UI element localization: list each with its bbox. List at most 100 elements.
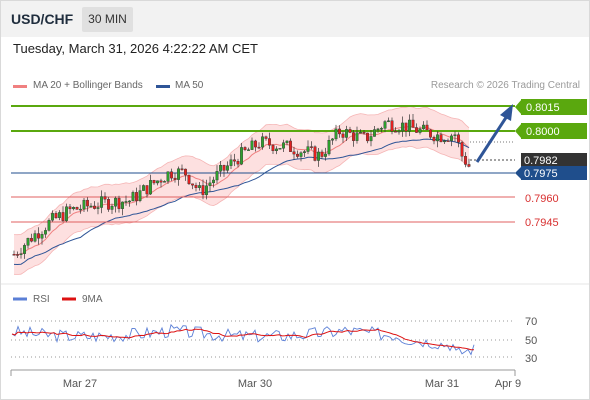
ma20-legend-swatch: [13, 85, 27, 88]
candle-body: [376, 128, 380, 131]
candle-body: [114, 197, 117, 207]
candle-body: [243, 147, 247, 150]
candle-body: [135, 192, 138, 201]
candle-body: [19, 253, 23, 255]
candle-body: [222, 165, 226, 171]
candle-body: [240, 147, 243, 165]
candle-body: [215, 171, 219, 181]
candle-body: [79, 208, 82, 211]
candle-body: [124, 201, 128, 203]
candle-body: [226, 165, 229, 171]
candle-body: [61, 212, 65, 221]
candle-body: [40, 234, 44, 239]
resistance-1-tag: [521, 123, 587, 139]
bollinger-lower-line: [13, 145, 470, 275]
candle-body: [75, 207, 79, 210]
candle-body: [327, 140, 331, 155]
candle-body: [89, 205, 93, 208]
resistance-2-label: 0.8015: [526, 102, 560, 114]
candle-body: [334, 128, 338, 140]
candle-body: [464, 156, 467, 165]
candle-body: [219, 165, 222, 172]
forecast-arrowhead: [500, 104, 513, 121]
pivot-tag: [521, 166, 587, 180]
candle-body: [254, 140, 257, 148]
candle-body: [68, 206, 72, 210]
pivot-tag-pointer: [515, 166, 522, 180]
chart-datetime: Tuesday, March 31, 2026 4:22:22 AM CET: [13, 41, 258, 56]
candle-body: [201, 185, 205, 196]
candle-body: [208, 182, 212, 186]
candle-body: [306, 146, 310, 152]
timeframe-button[interactable]: 30 MIN: [82, 7, 133, 32]
x-tick-label-mar27: Mar 27: [63, 378, 97, 390]
candle-body: [341, 133, 345, 138]
rsi-30-tick-label: 30: [525, 353, 537, 365]
candle-body: [296, 153, 299, 157]
candle-body: [103, 196, 107, 200]
candle-body: [453, 134, 457, 137]
candle-body: [82, 199, 86, 210]
candle-body: [355, 132, 359, 141]
candle-body: [250, 140, 254, 150]
candle-body: [338, 128, 341, 135]
support-1-label: 0.7960: [525, 193, 559, 205]
candle-body: [205, 185, 208, 196]
x-tick-label-apr9: Apr 9: [495, 378, 521, 390]
candle-body: [282, 142, 285, 149]
candle-body: [47, 220, 51, 231]
copyright-text: Research © 2026 Trading Central: [430, 80, 580, 91]
candle-body: [317, 151, 320, 161]
candle-body: [100, 196, 103, 208]
candle-body: [96, 207, 100, 209]
candle-body: [23, 245, 26, 254]
forecast-arrow: [475, 115, 509, 163]
candle-body: [324, 153, 327, 157]
candle-body: [30, 237, 33, 242]
rsi-ma-legend-label: 9MA: [82, 294, 103, 305]
candle-body: [54, 213, 58, 219]
resistance-1-label: 0.8000: [526, 126, 560, 138]
candle-body: [177, 168, 180, 180]
candle-body: [58, 212, 61, 219]
candle-body: [107, 199, 110, 210]
candlestick-series: [12, 113, 471, 259]
x-tick-label-mar30: Mar 30: [238, 378, 272, 390]
candle-body: [436, 134, 439, 142]
candle-body: [285, 140, 289, 143]
candle-body: [110, 205, 114, 210]
pivot-label: 0.7975: [524, 168, 558, 180]
candle-body: [443, 140, 446, 143]
candle-body: [278, 148, 282, 150]
candle-body: [268, 138, 271, 146]
candle-body: [121, 201, 124, 209]
candle-body: [313, 146, 317, 161]
candle-body: [432, 137, 436, 142]
symbol-title: USD/CHF: [11, 11, 74, 27]
candle-body: [348, 129, 352, 133]
ma50-legend-swatch: [156, 85, 170, 88]
candle-body: [166, 171, 170, 182]
candle-body: [404, 122, 408, 132]
candle-body: [212, 179, 215, 184]
candle-body: [184, 168, 187, 176]
ma50-line: [13, 138, 470, 266]
candle-body: [422, 124, 425, 130]
candle-body: [236, 161, 240, 165]
candle-body: [299, 152, 303, 157]
candle-body: [397, 130, 401, 133]
candle-body: [138, 190, 142, 201]
candle-body: [425, 124, 429, 131]
ma20-legend-label: MA 20 + Bollinger Bands: [33, 80, 143, 91]
candle-body: [408, 119, 411, 132]
candle-body: [320, 151, 324, 157]
resistance-2-tag: [521, 99, 587, 115]
candle-body: [198, 185, 201, 188]
rsi-legend-label: RSI: [33, 294, 50, 305]
ma50-legend-label: MA 50: [175, 80, 204, 91]
candle-body: [366, 132, 369, 142]
candle-body: [369, 136, 373, 142]
candle-body: [450, 135, 453, 141]
candle-body: [180, 168, 184, 170]
